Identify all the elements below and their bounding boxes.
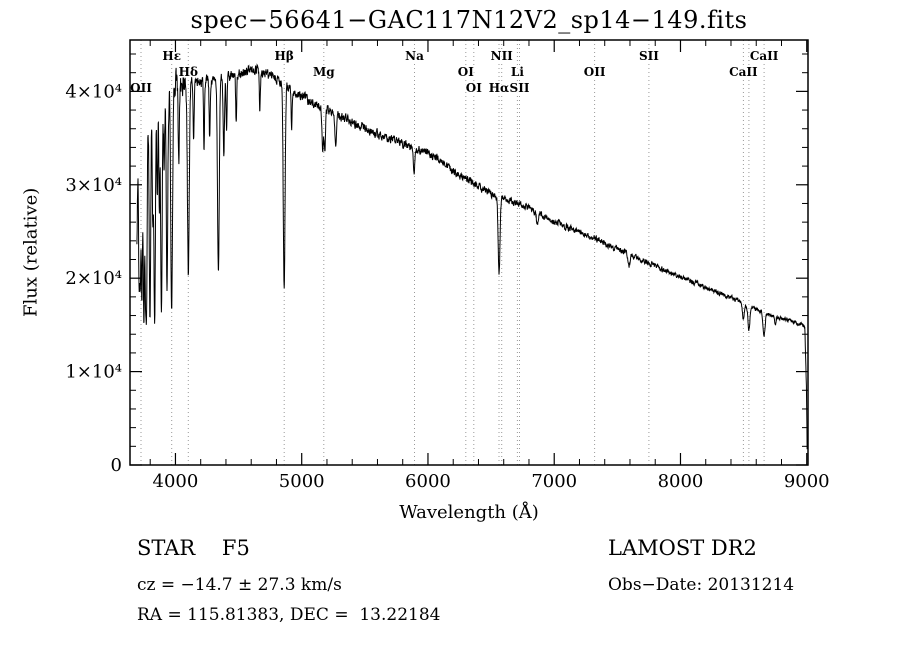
x-tick-label: 9000 bbox=[784, 471, 830, 492]
x-tick-label: 8000 bbox=[658, 471, 704, 492]
spectral-line-label: CaII bbox=[750, 49, 779, 63]
spectral-line-label: Na bbox=[405, 49, 424, 63]
spectral-line-label: SII bbox=[510, 81, 530, 95]
x-tick-label: 7000 bbox=[531, 471, 577, 492]
radial-velocity-text: cz = −14.7 ± 27.3 km/s bbox=[137, 575, 342, 595]
y-axis-label: Flux (relative) bbox=[20, 187, 42, 318]
spectrum-curve bbox=[136, 63, 808, 450]
spectral-line-label: Li bbox=[511, 65, 524, 79]
spectral-line-label: OII bbox=[130, 81, 152, 95]
y-tick-label: 3×10⁴ bbox=[65, 175, 122, 196]
spectral-line-label: SII bbox=[639, 49, 659, 63]
x-axis-label: Wavelength (Å) bbox=[399, 502, 539, 523]
spectral-line-label: OII bbox=[584, 65, 606, 79]
x-tick-label: 4000 bbox=[153, 471, 199, 492]
y-tick-label: 1×10⁴ bbox=[65, 362, 122, 383]
survey-release-text: LAMOST DR2 bbox=[608, 536, 757, 560]
plot-frame bbox=[129, 39, 809, 466]
chart-title: spec−56641−GAC117N12V2_sp14−149.fits bbox=[190, 6, 748, 34]
x-tick-label: 5000 bbox=[279, 471, 325, 492]
spectral-line-label: CaII bbox=[729, 65, 758, 79]
spectral-line-label: NII bbox=[491, 49, 514, 63]
y-tick-label: 0 bbox=[111, 455, 122, 476]
y-tick-label: 2×10⁴ bbox=[65, 268, 122, 289]
spectral-line-label: Hδ bbox=[179, 65, 198, 79]
spectral-line-label: OI bbox=[458, 65, 474, 79]
spectral-line-label: Mg bbox=[313, 65, 335, 79]
spectral-line-label: Hα bbox=[489, 81, 510, 95]
object-class-text: STAR F5 bbox=[137, 536, 250, 560]
spectral-line-label: OI bbox=[466, 81, 482, 95]
obs-date-text: Obs−Date: 20131214 bbox=[608, 575, 795, 595]
y-tick-label: 4×10⁴ bbox=[65, 81, 122, 102]
coordinates-text: RA = 115.81383, DEC = 13.22184 bbox=[137, 605, 441, 625]
x-tick-label: 6000 bbox=[405, 471, 451, 492]
spectral-line-label: Hε bbox=[162, 49, 181, 63]
spectral-line-label: Hβ bbox=[275, 49, 294, 63]
